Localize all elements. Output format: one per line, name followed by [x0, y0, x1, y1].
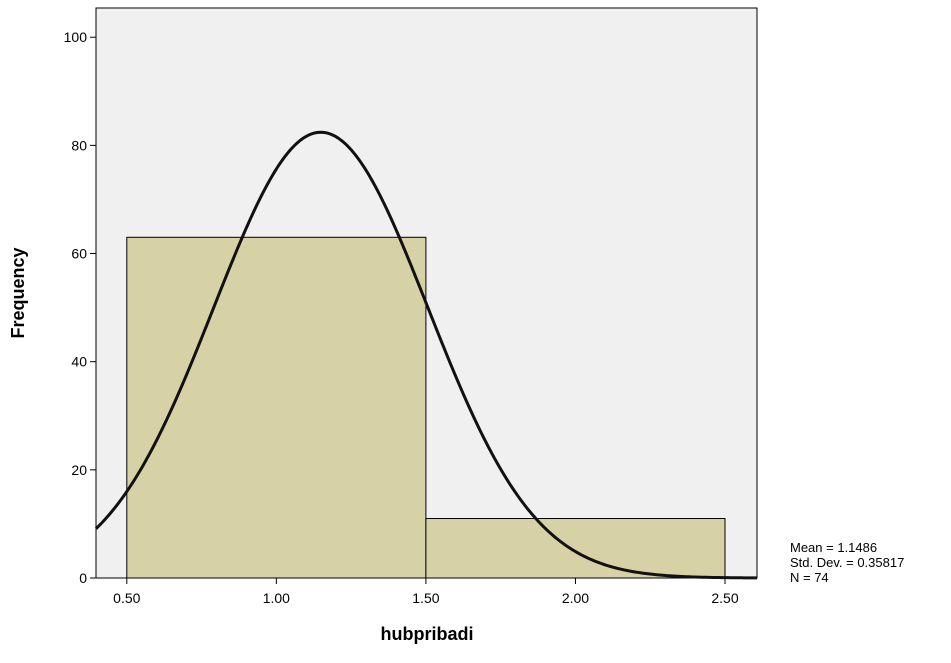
- x-tick-label: 0.50: [113, 590, 140, 606]
- normal-curve: [94, 130, 758, 580]
- y-tick-label: 80: [71, 137, 87, 153]
- y-tick-label: 0: [79, 570, 87, 586]
- x-tick-label: 2.00: [562, 590, 589, 606]
- x-tick-label: 1.00: [263, 590, 290, 606]
- histogram-bar: [425, 518, 726, 579]
- histogram-bar: [126, 236, 427, 579]
- stat-annotation: Std. Dev. = 0.35817: [790, 555, 904, 570]
- y-tick-label: 40: [71, 354, 87, 370]
- y-tick-label: 60: [71, 246, 87, 262]
- y-tick-label: 20: [71, 462, 87, 478]
- stat-annotation: N = 74: [790, 570, 829, 585]
- x-tick-label: 1.50: [412, 590, 439, 606]
- stat-annotation: Mean = 1.1486: [790, 540, 877, 555]
- y-tick-label: 100: [64, 29, 88, 45]
- x-tick-label: 2.50: [711, 590, 738, 606]
- y-axis-label: Frequency: [8, 247, 28, 338]
- x-axis-label: hubpribadi: [381, 624, 474, 644]
